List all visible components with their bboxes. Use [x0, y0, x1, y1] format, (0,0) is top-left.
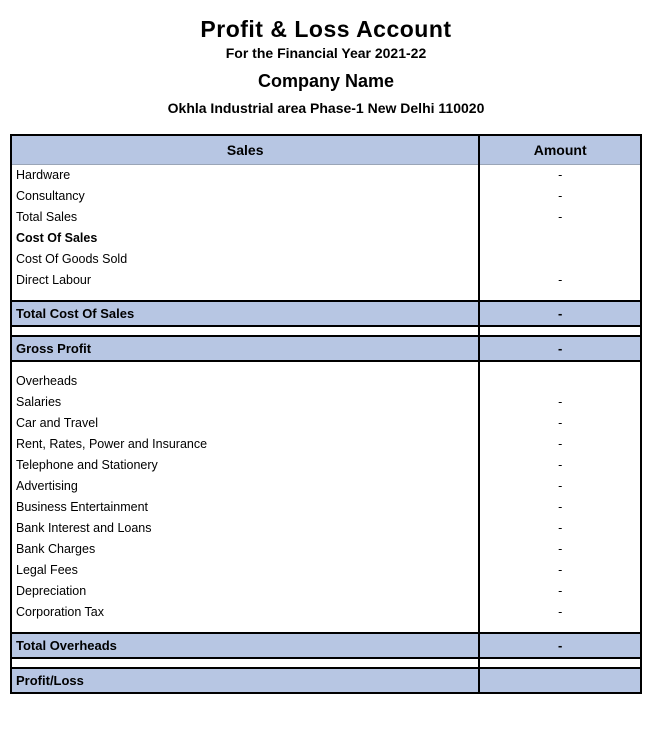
row-overheads: Overheads [11, 371, 641, 392]
amount [479, 249, 641, 270]
amount [479, 668, 641, 693]
pl-table: Sales Amount Hardware - Consultancy - To… [10, 134, 642, 694]
row-total-overheads: Total Overheads - [11, 633, 641, 658]
amount: - [479, 455, 641, 476]
amount: - [479, 413, 641, 434]
label: Advertising [11, 476, 479, 497]
amount: - [479, 476, 641, 497]
amount: - [479, 633, 641, 658]
amount: - [479, 336, 641, 361]
label: Total Cost Of Sales [11, 301, 479, 326]
row-bank-charges: Bank Charges - [11, 539, 641, 560]
col-amount-header: Amount [479, 135, 641, 165]
amount: - [479, 165, 641, 186]
spacer [11, 361, 641, 371]
row-total-sales: Total Sales - [11, 207, 641, 228]
row-cost-of-sales: Cost Of Sales [11, 228, 641, 249]
row-advertising: Advertising - [11, 476, 641, 497]
row-hardware: Hardware - [11, 165, 641, 186]
amount: - [479, 602, 641, 623]
label: Business Entertainment [11, 497, 479, 518]
table-header-row: Sales Amount [11, 135, 641, 165]
label: Gross Profit [11, 336, 479, 361]
row-cogs: Cost Of Goods Sold [11, 249, 641, 270]
label: Salaries [11, 392, 479, 413]
label: Bank Charges [11, 539, 479, 560]
amount: - [479, 539, 641, 560]
label: Rent, Rates, Power and Insurance [11, 434, 479, 455]
page-subtitle: For the Financial Year 2021-22 [10, 45, 642, 61]
row-consultancy: Consultancy - [11, 186, 641, 207]
row-corp-tax: Corporation Tax - [11, 602, 641, 623]
label: Cost Of Sales [11, 228, 479, 249]
row-entertainment: Business Entertainment - [11, 497, 641, 518]
row-telephone: Telephone and Stationery - [11, 455, 641, 476]
amount: - [479, 301, 641, 326]
page-title: Profit & Loss Account [10, 16, 642, 43]
label: Overheads [11, 371, 479, 392]
company-name: Company Name [10, 71, 642, 92]
label: Hardware [11, 165, 479, 186]
label: Direct Labour [11, 270, 479, 291]
label: Depreciation [11, 581, 479, 602]
amount: - [479, 186, 641, 207]
amount: - [479, 581, 641, 602]
amount [479, 371, 641, 392]
row-direct-labour: Direct Labour - [11, 270, 641, 291]
row-car-travel: Car and Travel - [11, 413, 641, 434]
spacer [11, 623, 641, 633]
amount: - [479, 392, 641, 413]
header: Profit & Loss Account For the Financial … [10, 16, 642, 116]
amount: - [479, 207, 641, 228]
amount: - [479, 270, 641, 291]
row-depreciation: Depreciation - [11, 581, 641, 602]
label: Consultancy [11, 186, 479, 207]
amount: - [479, 560, 641, 581]
row-total-cost-of-sales: Total Cost Of Sales - [11, 301, 641, 326]
row-legal-fees: Legal Fees - [11, 560, 641, 581]
label: Cost Of Goods Sold [11, 249, 479, 270]
col-sales-header: Sales [11, 135, 479, 165]
company-address: Okhla Industrial area Phase-1 New Delhi … [10, 100, 642, 116]
label: Telephone and Stationery [11, 455, 479, 476]
label: Corporation Tax [11, 602, 479, 623]
label: Legal Fees [11, 560, 479, 581]
row-rent: Rent, Rates, Power and Insurance - [11, 434, 641, 455]
row-bank-interest: Bank Interest and Loans - [11, 518, 641, 539]
label: Car and Travel [11, 413, 479, 434]
spacer [11, 658, 641, 668]
row-salaries: Salaries - [11, 392, 641, 413]
label: Total Overheads [11, 633, 479, 658]
amount: - [479, 434, 641, 455]
label: Bank Interest and Loans [11, 518, 479, 539]
label: Total Sales [11, 207, 479, 228]
spacer [11, 326, 641, 336]
row-profit-loss: Profit/Loss [11, 668, 641, 693]
label: Profit/Loss [11, 668, 479, 693]
spacer [11, 291, 641, 301]
amount: - [479, 518, 641, 539]
amount: - [479, 497, 641, 518]
row-gross-profit: Gross Profit - [11, 336, 641, 361]
amount [479, 228, 641, 249]
